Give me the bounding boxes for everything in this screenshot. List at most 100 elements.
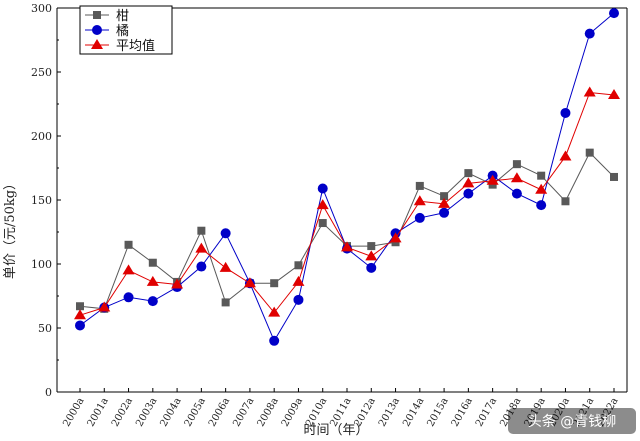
data-point (221, 298, 230, 307)
data-point (366, 262, 377, 273)
data-point (561, 197, 570, 206)
x-tick-label: 2015a (425, 396, 450, 429)
data-point (220, 228, 231, 239)
x-tick-label: 2017a (474, 396, 499, 429)
data-point (293, 294, 304, 305)
y-tick-label: 150 (31, 194, 52, 207)
x-tick-label: 2002a (110, 396, 135, 429)
data-point (439, 207, 450, 218)
series-3 (74, 86, 620, 320)
data-point (559, 150, 572, 161)
data-point (512, 160, 521, 169)
data-point (75, 320, 85, 331)
x-tick-label: 2000a (61, 396, 86, 429)
data-point (584, 28, 595, 39)
series-line (79, 151, 615, 310)
data-point (510, 172, 523, 183)
data-point (610, 172, 618, 181)
data-point (243, 277, 256, 288)
data-point (124, 240, 133, 249)
data-point (122, 264, 135, 275)
data-point (413, 195, 426, 206)
data-point (463, 188, 474, 199)
y-tick-label: 200 (31, 130, 52, 143)
series-line (79, 91, 615, 316)
x-tick-label: 2001a (86, 396, 111, 429)
x-tick-label: 2005a (183, 396, 208, 429)
data-point (196, 261, 207, 272)
y-tick-label: 250 (31, 66, 52, 79)
x-tick-label: 2006a (207, 396, 232, 429)
y-axis-label: 单价（元/50kg） (3, 177, 18, 279)
x-tick-label: 2009a (280, 396, 305, 429)
data-point (76, 302, 84, 311)
data-point (365, 250, 378, 261)
legend-marker (93, 11, 101, 19)
data-point (318, 219, 327, 228)
data-point (535, 183, 548, 194)
data-point (171, 278, 184, 289)
data-point (608, 89, 620, 100)
series-layer (74, 8, 620, 346)
y-tick-label: 50 (38, 322, 52, 335)
data-point (316, 199, 329, 210)
data-point (74, 309, 86, 320)
legend-label: 橘 (116, 23, 129, 39)
y-axis: 0 50 100 150 200 250 300 (31, 2, 628, 399)
data-point (292, 275, 305, 286)
data-point (414, 212, 425, 223)
x-axis-label: 时间（年） (303, 423, 368, 438)
series-line (79, 12, 615, 342)
y-tick-label: 100 (31, 258, 52, 271)
legend-label: 柑 (116, 9, 129, 24)
data-point (98, 301, 111, 312)
data-point (123, 292, 134, 303)
data-point (462, 177, 475, 188)
y-tick-label: 0 (45, 386, 52, 399)
x-tick-label: 2016a (450, 396, 475, 429)
data-point (583, 86, 596, 97)
legend-marker (91, 39, 103, 49)
data-point (367, 242, 376, 251)
data-point (341, 241, 353, 252)
data-point (146, 275, 159, 286)
x-tick-label: 2008a (256, 396, 281, 429)
data-point (270, 279, 279, 288)
x-tick-label: 2004a (158, 396, 183, 429)
x-tick-label: 2007a (231, 396, 256, 429)
data-point (148, 258, 157, 267)
data-point (438, 197, 451, 208)
data-point (486, 174, 499, 185)
data-point (585, 148, 594, 157)
data-point (537, 171, 546, 180)
data-point (389, 232, 402, 243)
data-point (294, 261, 303, 270)
legend-item: 平均值 (85, 38, 155, 54)
data-point (219, 261, 232, 272)
x-axis: 2000a 2001a 2002a 2003a 2004a 2005a 2006a 2007a… (57, 7, 627, 429)
x-tick-label: 2013a (377, 396, 402, 429)
watermark-text: 头条 @青钱柳 (528, 413, 616, 430)
data-point (197, 226, 206, 235)
data-point (440, 192, 449, 201)
data-point (269, 335, 280, 346)
y-tick-label: 300 (31, 2, 52, 15)
legend-item: 柑 (85, 9, 129, 24)
data-point (317, 183, 328, 194)
legend-label: 平均值 (116, 38, 155, 54)
series-1 (76, 148, 618, 313)
data-point (609, 8, 619, 19)
data-point (195, 242, 208, 253)
data-point (464, 169, 473, 178)
data-point (536, 200, 547, 211)
watermark: 头条 @青钱柳 (508, 408, 636, 434)
data-point (415, 181, 424, 190)
x-tick-label: 2014a (401, 396, 426, 429)
x-tick-label: 2003a (134, 396, 159, 429)
data-point (560, 107, 571, 118)
legend-marker (92, 25, 102, 35)
data-point (268, 306, 281, 317)
data-point (511, 188, 522, 199)
legend-item: 橘 (85, 23, 129, 39)
